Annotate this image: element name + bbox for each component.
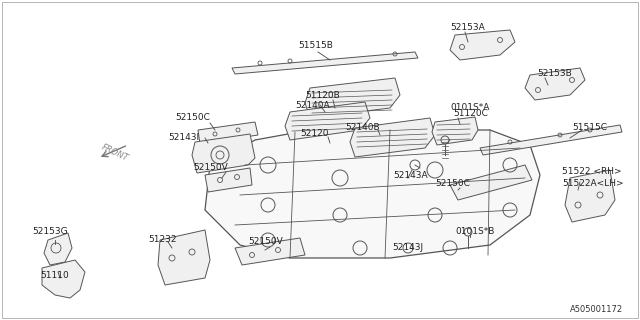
- Text: A505001172: A505001172: [570, 306, 623, 315]
- Polygon shape: [480, 125, 622, 155]
- Polygon shape: [350, 118, 435, 157]
- Text: 52150C: 52150C: [175, 114, 210, 123]
- Polygon shape: [205, 168, 252, 192]
- Polygon shape: [450, 165, 532, 200]
- Text: 0101S*A: 0101S*A: [450, 103, 490, 113]
- Text: 52150C: 52150C: [435, 179, 470, 188]
- Polygon shape: [432, 117, 478, 145]
- Polygon shape: [198, 122, 258, 144]
- Text: FRONT: FRONT: [100, 143, 130, 163]
- Polygon shape: [205, 130, 540, 258]
- Polygon shape: [44, 233, 72, 265]
- Polygon shape: [525, 68, 585, 100]
- Text: 52153A: 52153A: [450, 23, 484, 33]
- Text: 51120C: 51120C: [453, 109, 488, 118]
- Polygon shape: [158, 230, 210, 285]
- Text: 52140B: 52140B: [345, 123, 380, 132]
- Text: 52143A: 52143A: [393, 171, 428, 180]
- Text: 51522 <RH>: 51522 <RH>: [562, 167, 621, 177]
- Text: 52143J: 52143J: [392, 244, 423, 252]
- Polygon shape: [232, 52, 418, 74]
- Text: 51232: 51232: [148, 236, 177, 244]
- Polygon shape: [565, 170, 615, 222]
- Text: 0101S*B: 0101S*B: [455, 228, 494, 236]
- Text: 51110: 51110: [40, 270, 68, 279]
- Text: 52150V: 52150V: [248, 237, 283, 246]
- Polygon shape: [305, 78, 400, 118]
- Polygon shape: [235, 238, 305, 265]
- Polygon shape: [285, 102, 370, 140]
- Text: 52143I: 52143I: [168, 133, 199, 142]
- Text: 51515B: 51515B: [298, 42, 333, 51]
- Text: 52150V: 52150V: [193, 164, 228, 172]
- Polygon shape: [42, 260, 85, 298]
- Text: 52153G: 52153G: [32, 228, 68, 236]
- Polygon shape: [192, 134, 255, 173]
- Text: 51515C: 51515C: [572, 123, 607, 132]
- Text: 52140A: 52140A: [295, 100, 330, 109]
- Text: 51120B: 51120B: [305, 92, 340, 100]
- Text: 51522A<LH>: 51522A<LH>: [562, 179, 623, 188]
- Text: 52153B: 52153B: [537, 68, 572, 77]
- Polygon shape: [450, 30, 515, 60]
- Text: 52120: 52120: [300, 129, 328, 138]
